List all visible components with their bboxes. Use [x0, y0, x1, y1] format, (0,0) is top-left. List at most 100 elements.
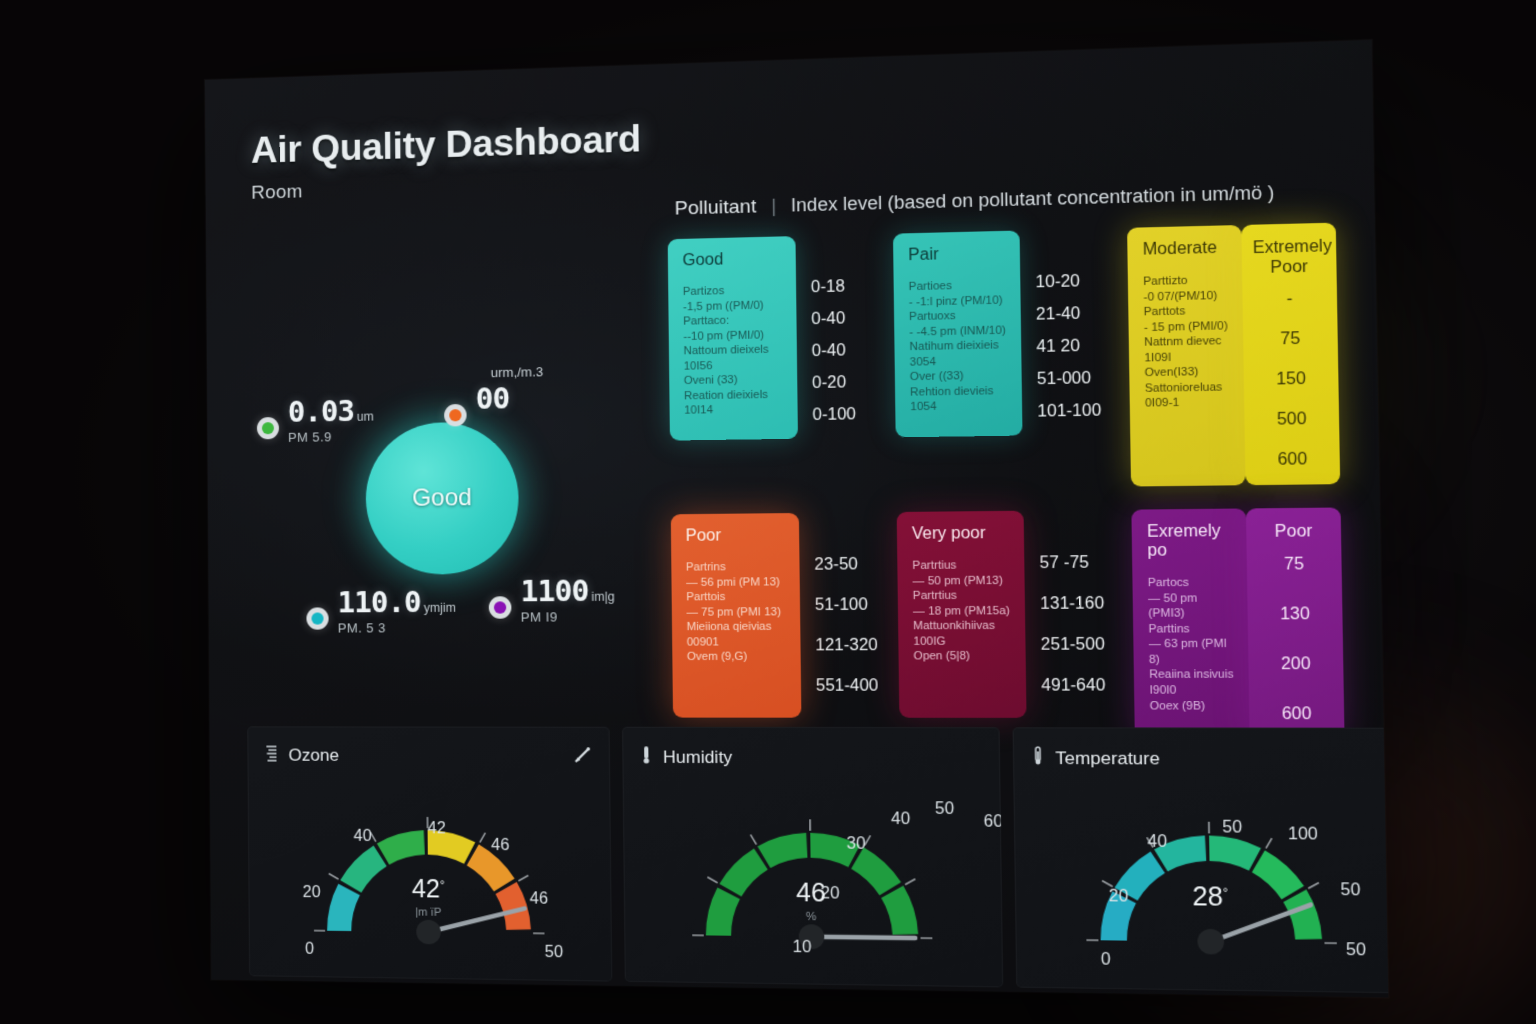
- gauge-value: 46: [796, 878, 826, 908]
- legend-card[interactable]: Poor Partrins — 56 pmi (PM 13) Parttois — 75…: [670, 513, 802, 719]
- reading-text: 1100 im|g PM I9: [520, 573, 615, 625]
- legend-row: Parttizto -0 07/(PM/10): [1143, 273, 1229, 305]
- legend-pollutant-name: Partizos -1,5 pm ((PM/0): [682, 284, 764, 313]
- legend-row: Partrins — 56 pmi (PM 13): [686, 560, 787, 591]
- gauge-area: 0 20 40 42 46 46 50 42° |m ïP: [248, 773, 613, 982]
- legend-row: Parttins — 63 pm (PMI 8): [1148, 622, 1235, 668]
- legend-index-value: 600: [1281, 704, 1312, 723]
- reading-label: PM 5.9: [287, 429, 332, 445]
- legend-card-title: Pair: [908, 245, 939, 265]
- gauge-tick-label: 50: [1340, 881, 1361, 900]
- legend-card[interactable]: Good Partizos -1,5 pm ((PM/0) Parttaco: --10…: [667, 236, 798, 441]
- legend-pollutant-name: Mattuonkihiivas 100IG: [913, 620, 995, 648]
- legend-index-value: 23-50: [814, 556, 858, 575]
- reading-label: PM I9: [520, 609, 558, 625]
- legend-pollutant-name: Parttots - 15 pm (PMI/0): [1143, 305, 1229, 334]
- legend-group: Good Partizos -1,5 pm ((PM/0) Parttaco: --10…: [667, 234, 896, 441]
- legend-index-value: 130: [1279, 604, 1310, 624]
- page-title: Air Quality Dashboard: [250, 117, 642, 171]
- legend-index-value: 131-160: [1040, 595, 1105, 614]
- legend-row: Partocs — 50 pm (PMI3): [1148, 576, 1235, 622]
- legend-card[interactable]: Pair Partioes - -1:l pinz (PM/10) Partuoxs -…: [893, 230, 1023, 438]
- legend-pollutant-name: Ovem (9,G): [686, 651, 748, 664]
- air-quality-status-cluster: Good 0.03 um PM 5.9 urm,/m.3 00 110.0 ymjim PM.…: [242, 298, 674, 708]
- levels-icon: [265, 744, 277, 766]
- gauge-center-value: 46%: [796, 878, 826, 923]
- expand-arrow-icon[interactable]: [574, 746, 592, 769]
- legend-pollutant-name: Open (5|8): [913, 650, 971, 664]
- legend-row: Oven(I33): [1145, 364, 1231, 381]
- legend-pollutant-name: Partrtius — 18 pm (PM15a): [912, 589, 1010, 618]
- legend-card[interactable]: Very poor Partrtius — 50 pm (PM13) Partrtiu…: [896, 511, 1027, 719]
- legend-row: Nattnm dievec 1I09I: [1144, 334, 1230, 366]
- page-subtitle: Room: [251, 181, 303, 204]
- legend-pollutant-name: Reation dieixiels 10I14: [683, 388, 769, 417]
- status-orb-label: Good: [411, 483, 472, 512]
- thermometer-icon: [1032, 746, 1043, 770]
- legend-pollutant-name: Natihum dieixieis 3054: [909, 339, 999, 369]
- legend-card-title: Exremely po: [1146, 522, 1221, 561]
- metric-panel[interactable]: Temperature 0 20 40 50 100 50 50 28°: [1012, 727, 1389, 994]
- legend-group: Pair Partioes - -1:l pinz (PM/10) Partuoxs -…: [893, 228, 1130, 438]
- legend-pollutant-name: Ooex (9B): [1149, 699, 1206, 713]
- metric-panel[interactable]: Ozone 0 20 40 42 46 46 50 42° |m ïP: [247, 726, 613, 982]
- gauge-arc: [276, 777, 584, 945]
- legend-card-values: 75 130 200 600: [1258, 555, 1333, 724]
- gauge-unit: %: [806, 910, 817, 924]
- legend-row: Partioes - -1:l pinz (PM/10): [909, 278, 1008, 310]
- legend-pollutant-name: Over ((33): [909, 369, 964, 384]
- reading-top: 110.0 ymjim: [337, 584, 455, 620]
- panel-header: Temperature: [1013, 727, 1389, 771]
- legend-group: Exremely po Partocs — 50 pm (PMI3) Parttins…: [1131, 507, 1345, 739]
- sensor-reading[interactable]: 1100 im|g PM I9: [488, 573, 616, 625]
- legend-row: Partuoxs - -4.5 pm (INM/10): [909, 308, 1008, 340]
- legend-index-value: 0-18: [810, 278, 845, 297]
- legend-pollutant-name: Nattoum dieixels 10I56: [683, 343, 769, 373]
- legend-row: Parttots - 15 pm (PMI/0): [1144, 303, 1230, 335]
- reading-status-dot: [256, 417, 280, 440]
- legend-card[interactable]: Poor 75 130 200 600: [1245, 507, 1345, 739]
- legend-card[interactable]: Extremely Poor - 75 150 500 600: [1241, 222, 1341, 486]
- legend-card-title: Very poor: [911, 525, 986, 544]
- panel-title: Humidity: [662, 746, 733, 767]
- legend-card-title: Poor: [1274, 523, 1313, 542]
- legend-card-rows: Parttizto -0 07/(PM/10) Parttots - 15 pm (P…: [1143, 273, 1231, 412]
- legend-pollutant-name: Parttins — 63 pm (PMI 8): [1148, 622, 1228, 667]
- legend-pollutant-name: Partioes - -1:l pinz (PM/10): [908, 279, 1003, 309]
- reading-top: 1100 im|g: [520, 573, 615, 608]
- legend-card[interactable]: Exremely po Partocs — 50 pm (PMI3) Parttins…: [1131, 508, 1250, 739]
- legend-row: Nattoum dieixels 10I56: [683, 342, 784, 374]
- gauge-tick-label: 20: [302, 883, 321, 902]
- legend-index-value: 75: [1284, 555, 1305, 574]
- metric-panels: Ozone 0 20 40 42 46 46 50 42° |m ïP Humidity 10 20 30…: [247, 726, 1389, 994]
- legend-pollutant-name: Parttois — 75 pm (PMI 13): [686, 591, 781, 619]
- reading-value: 00: [475, 380, 510, 416]
- legend-header: Polluitant | Index level (based on pollu…: [675, 182, 1275, 221]
- legend-row: Ovem (9,G): [687, 650, 788, 665]
- reading-top: 0.03 um: [288, 393, 374, 429]
- status-orb[interactable]: Good: [365, 421, 520, 575]
- panel-title: Temperature: [1055, 747, 1160, 769]
- legend-pollutant-name: Partrtius — 50 pm (PM13): [912, 559, 1003, 588]
- dashboard-board: Air Quality Dashboard Room Polluitant | …: [204, 39, 1389, 998]
- gauge-tick-label: 100: [1287, 825, 1318, 844]
- gauge-tick-label: 10: [792, 938, 812, 957]
- gauge-tick-label: 50: [934, 800, 955, 819]
- sensor-reading[interactable]: 0.03 um PM 5.9: [256, 393, 374, 445]
- gauge-area: 10203040506070303046%: [623, 774, 1004, 987]
- legend-index-value: 0-100: [812, 405, 856, 425]
- sensor-reading[interactable]: urm,/m.3 00: [444, 364, 543, 427]
- legend-card[interactable]: Moderate Parttizto -0 07/(PM/10) Parttots - …: [1127, 224, 1246, 487]
- legend-index-value: 551-400: [815, 677, 879, 696]
- gauge-tick-label: 46: [529, 890, 549, 908]
- gauge-tick-label: 40: [353, 827, 372, 846]
- metric-panel[interactable]: Humidity 10203040506070303046%: [622, 726, 1004, 988]
- legend-group: Moderate Parttizto -0 07/(PM/10) Parttots - …: [1127, 222, 1341, 487]
- legend-index-value: 101-100: [1037, 402, 1102, 421]
- legend-index-value: 75: [1280, 330, 1301, 349]
- reading-text: 00: [475, 381, 509, 416]
- gauge-value: 42°: [411, 874, 445, 904]
- sensor-reading[interactable]: 110.0 ymjim PM. 5 3: [306, 584, 456, 636]
- legend-row: Over ((33): [910, 368, 1009, 385]
